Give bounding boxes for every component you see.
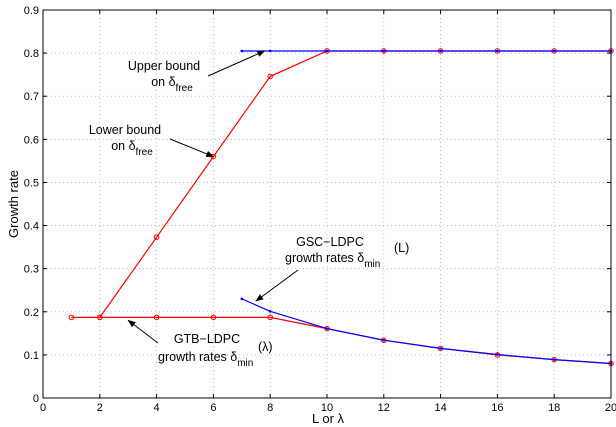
series-3-line bbox=[241, 298, 612, 365]
annotation-gsc-text: growth rates δ bbox=[285, 251, 364, 265]
y-tick-label: 0.8 bbox=[24, 48, 39, 60]
annotation-arrows bbox=[127, 50, 299, 344]
annotation-gsc-sub: min bbox=[364, 259, 380, 270]
annotation-upper-bound-line2: on δfree bbox=[151, 75, 193, 94]
series-1-point bbox=[153, 314, 160, 321]
series-0-point bbox=[153, 234, 160, 240]
y-tick-label: 0.9 bbox=[24, 5, 39, 17]
series-2-point bbox=[268, 49, 272, 53]
series-2-point bbox=[240, 49, 244, 53]
series-3-point bbox=[268, 310, 272, 313]
y-tick-label: 0.1 bbox=[24, 350, 39, 362]
annotation-gtb-line2: growth rates δmin bbox=[158, 350, 253, 369]
annotation-upper-bound-line1: Upper bound bbox=[128, 59, 200, 73]
y-tick-label: 0.2 bbox=[24, 307, 39, 319]
x-tick-label: 18 bbox=[548, 402, 560, 414]
y-tick-label: 0.5 bbox=[24, 177, 39, 189]
x-tick-label: 10 bbox=[321, 402, 333, 414]
series-1-point bbox=[68, 314, 75, 321]
x-tick-label: 20 bbox=[605, 402, 616, 414]
ticks: 0 2 4 6 8 10 12 14 16 18 20 0 0.1 0.2 0.3 0.4 0.5 0.6 0.7 0… bbox=[24, 5, 616, 414]
y-tick-label: 0.4 bbox=[24, 221, 39, 233]
annotation-gsc-line1: GSC−LDPC bbox=[296, 235, 364, 249]
series-2-point bbox=[439, 49, 442, 53]
series-1-point bbox=[267, 314, 274, 321]
series-2-point bbox=[325, 49, 329, 53]
series-2-point bbox=[552, 49, 556, 53]
series-3-point bbox=[382, 338, 386, 342]
annotation-upper-bound-text: on δ bbox=[151, 75, 175, 89]
y-tick-label: 0 bbox=[33, 393, 39, 405]
annotation-upper-bound-sub: free bbox=[176, 83, 194, 94]
annotation-gsc-line2: growth rates δmin bbox=[285, 251, 380, 270]
series-3-point bbox=[325, 327, 329, 330]
series-layer bbox=[68, 48, 614, 367]
series-2-point bbox=[382, 49, 386, 53]
annotation-gtb-sup: (λ) bbox=[258, 340, 273, 354]
y-tick-label: 0.3 bbox=[24, 264, 39, 276]
x-axis-title: L or λ bbox=[312, 411, 345, 426]
annotation-gsc-sup: (L) bbox=[394, 241, 409, 255]
annotation-lower-bound-line2: on δfree bbox=[111, 139, 153, 158]
series-0-point bbox=[267, 73, 274, 80]
series-2-point bbox=[496, 49, 499, 53]
annotation-arrow bbox=[207, 50, 266, 77]
annotation-arrow bbox=[127, 319, 159, 344]
annotation-lower-bound-sub: free bbox=[136, 147, 154, 158]
annotation-lower-bound-text: on δ bbox=[111, 139, 135, 153]
x-tick-label: 0 bbox=[40, 402, 46, 414]
series-1-line bbox=[71, 316, 612, 365]
y-tick-label: 0.7 bbox=[24, 91, 39, 103]
y-axis-title: Growth rate bbox=[6, 170, 21, 238]
series-3-point bbox=[439, 347, 442, 350]
series-3-point bbox=[552, 358, 556, 361]
x-tick-label: 16 bbox=[491, 402, 503, 414]
annotation-lower-bound-line1: Lower bound bbox=[89, 123, 161, 137]
annotation-gtb-sub: min bbox=[237, 358, 253, 369]
x-tick-label: 6 bbox=[210, 402, 216, 414]
annotation-arrow bbox=[255, 269, 299, 302]
x-tick-label: 12 bbox=[378, 402, 390, 414]
series-3-point bbox=[240, 297, 244, 301]
x-tick-label: 4 bbox=[154, 402, 160, 414]
x-tick-label: 14 bbox=[434, 402, 446, 414]
annotation-arrow bbox=[169, 138, 215, 158]
x-tick-label: 2 bbox=[97, 402, 103, 414]
y-tick-label: 0.6 bbox=[24, 134, 39, 146]
annotation-gtb-text: growth rates δ bbox=[158, 350, 237, 364]
annotation-gtb-line1: GTB−LDPC bbox=[174, 332, 240, 346]
series-1-point bbox=[210, 314, 217, 321]
series-3-point bbox=[496, 353, 499, 356]
x-tick-label: 8 bbox=[267, 402, 273, 414]
series-1-point bbox=[97, 314, 103, 321]
